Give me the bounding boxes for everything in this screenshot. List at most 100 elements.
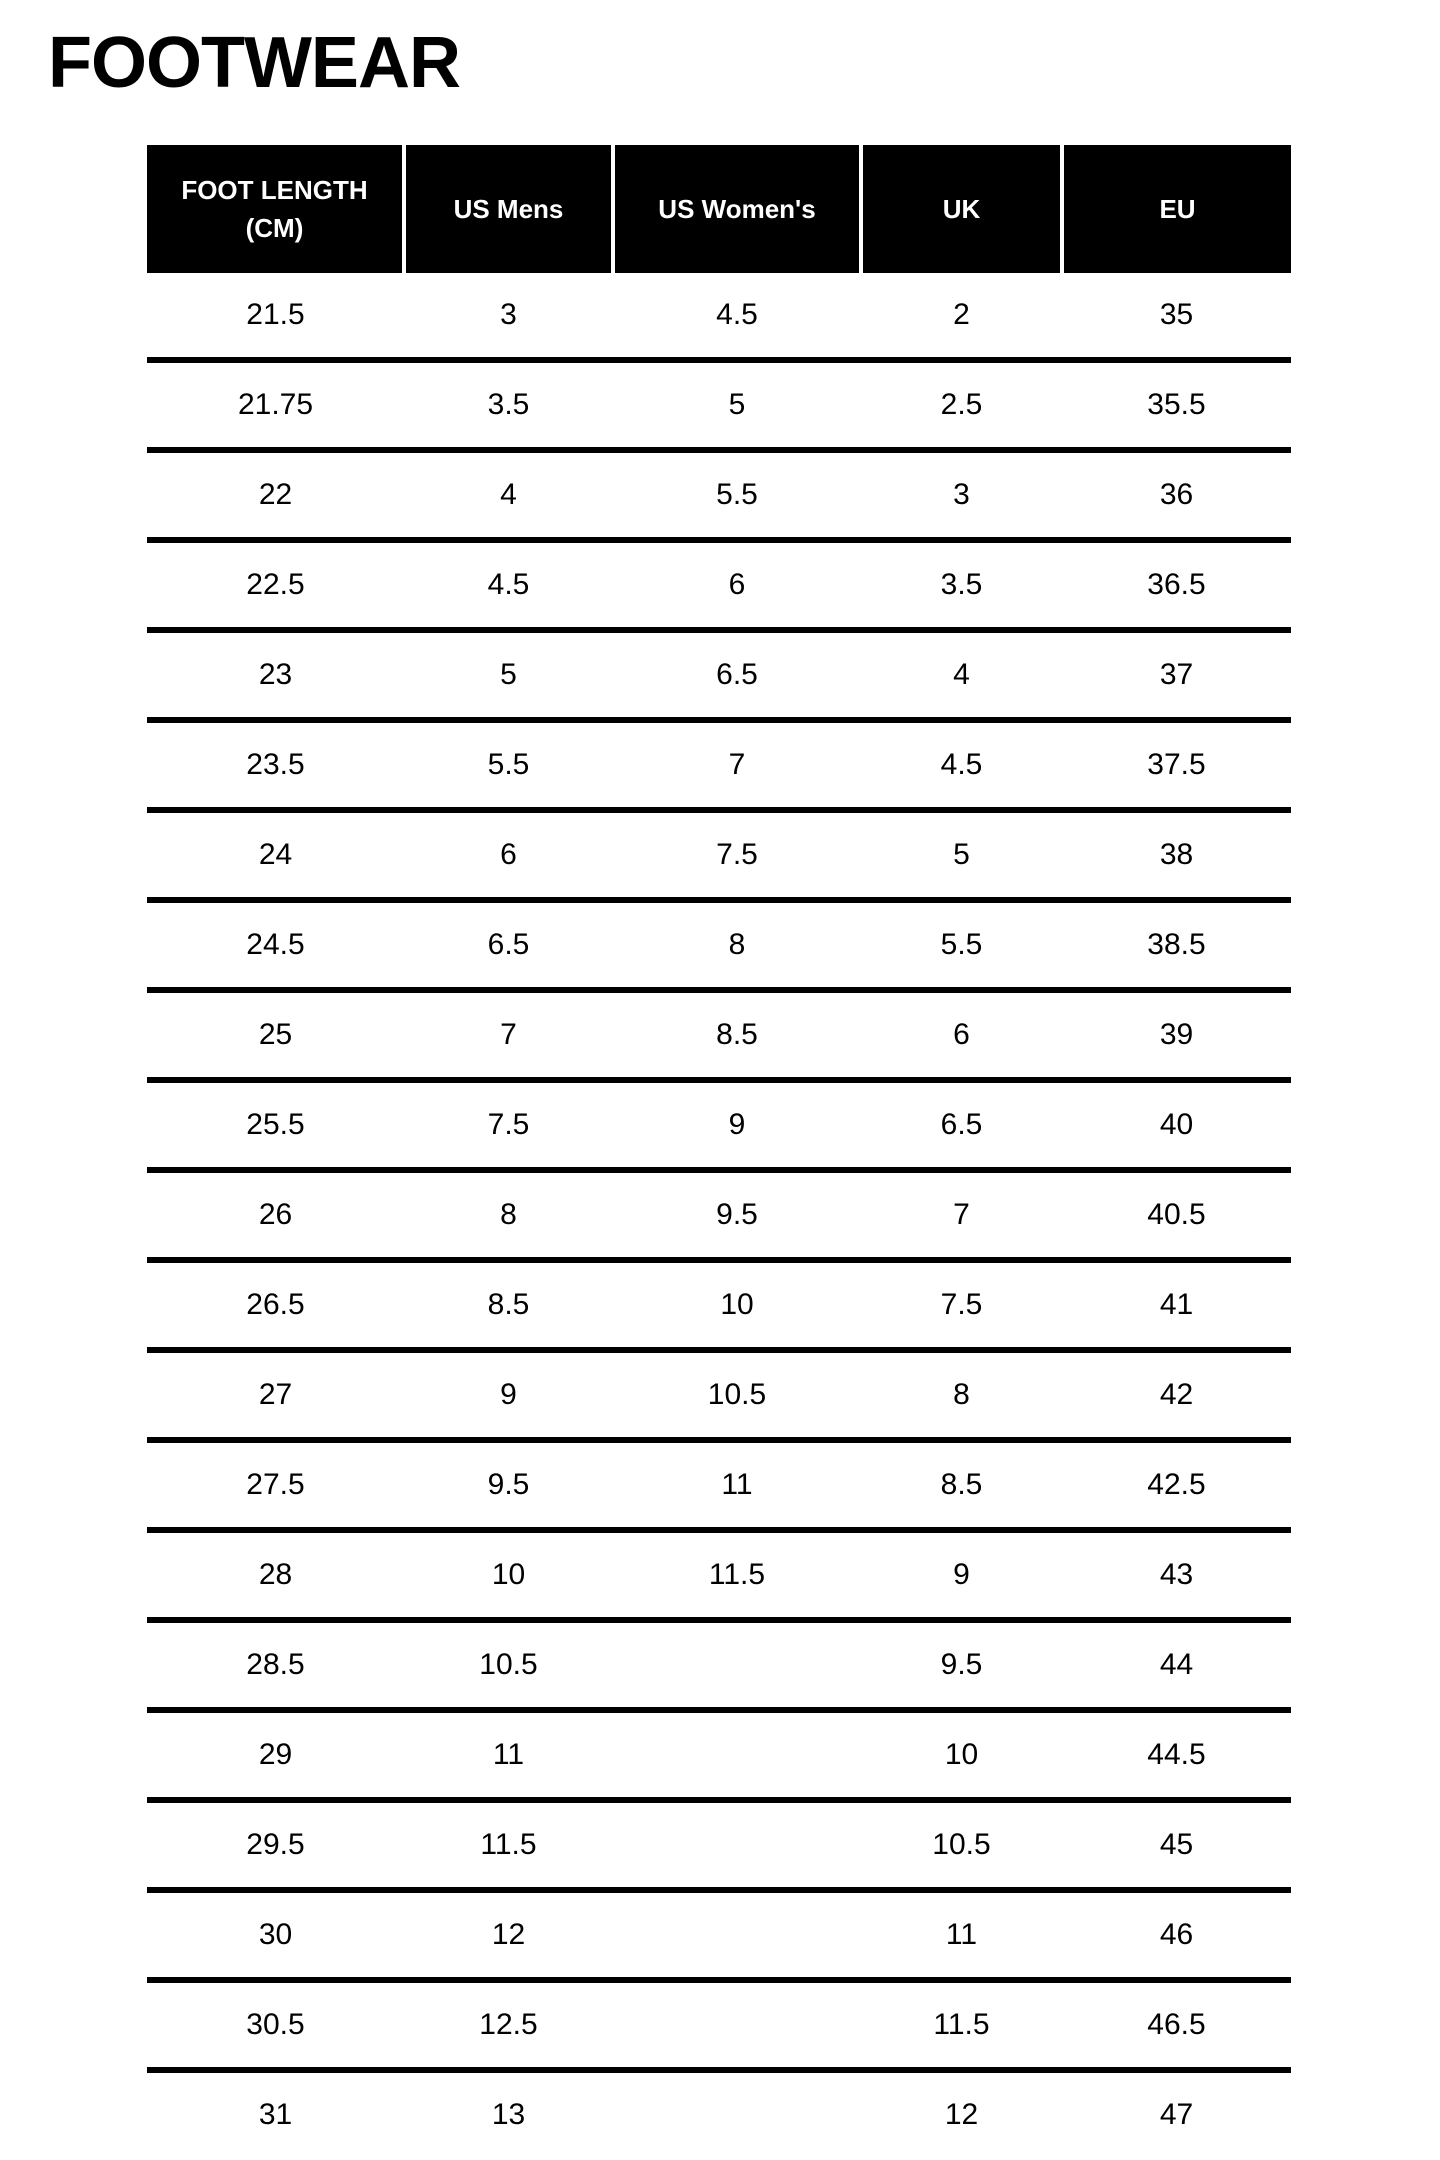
table-cell: 46 (1062, 1890, 1291, 1983)
table-row: 27.5 9.5 11 8.5 42.5 (147, 1440, 1291, 1533)
table-row: 21.75 3.5 5 2.5 35.5 (147, 360, 1291, 453)
column-header-eu: EU (1062, 145, 1291, 273)
table-cell: 7.5 (861, 1260, 1062, 1353)
table-cell: 10 (404, 1530, 613, 1623)
table-cell: 11 (613, 1440, 861, 1533)
table-row: 29.5 11.5 10.5 45 (147, 1800, 1291, 1893)
table-cell: 43 (1062, 1530, 1291, 1623)
table-cell: 23 (147, 630, 404, 723)
page-title: FOOTWEAR (48, 23, 461, 103)
table-cell: 9 (861, 1530, 1062, 1623)
table-cell: 28.5 (147, 1620, 404, 1713)
table-cell: 36.5 (1062, 540, 1291, 633)
table-cell: 5 (861, 810, 1062, 903)
table-cell: 11.5 (404, 1800, 613, 1893)
table-cell: 13 (491, 2098, 526, 2131)
table-cell: 22.5 (147, 540, 404, 633)
table-cell: 44 (1062, 1620, 1291, 1713)
table-cell: 4 (404, 450, 613, 543)
table-cell: 2.5 (861, 360, 1062, 453)
table-row: 31 13 12 47 (147, 2070, 1291, 2157)
table-row: 24 6 7.5 5 38 (147, 810, 1291, 903)
table-cell: 25.5 (147, 1080, 404, 1173)
table-cell: 35 (1062, 273, 1291, 363)
table-row: 29 11 10 44.5 (147, 1710, 1291, 1803)
table-cell: 38 (1062, 810, 1291, 903)
table-row: 22 4 5.5 3 36 (147, 450, 1291, 543)
table-cell: 6.5 (613, 630, 861, 723)
table-cell: 9.5 (404, 1440, 613, 1533)
table-cell: 30 (147, 1890, 404, 1983)
table-cell: 25 (147, 990, 404, 1083)
column-header-us-mens: US Mens (404, 145, 615, 273)
table-cell: 12.5 (404, 1980, 613, 2073)
table-cell: 8.5 (861, 1440, 1062, 1533)
table-cell: 47 (1159, 2098, 1194, 2131)
table-row: 28 10 11.5 9 43 (147, 1530, 1291, 1623)
table-cell (613, 1890, 861, 1983)
table-cell: 24.5 (147, 900, 404, 993)
table-cell: 7 (613, 720, 861, 813)
table-cell (613, 1800, 861, 1893)
table-cell: 4.5 (613, 273, 861, 363)
table-cell: 6.5 (861, 1080, 1062, 1173)
table-row: 26.5 8.5 10 7.5 41 (147, 1260, 1291, 1353)
table-cell: 5.5 (861, 900, 1062, 993)
table-cell: 27.5 (147, 1440, 404, 1533)
table-cell: 40.5 (1062, 1170, 1291, 1263)
table-cell: 8.5 (404, 1260, 613, 1353)
column-header-foot-length: FOOT LENGTH (CM) (147, 145, 406, 273)
table-cell: 5 (613, 360, 861, 453)
table-cell: 28 (147, 1530, 404, 1623)
table-cell: 8.5 (613, 990, 861, 1083)
table-cell: 7.5 (613, 810, 861, 903)
table-cell: 2 (861, 273, 1062, 363)
table-cell: 11.5 (861, 1980, 1062, 2073)
table-cell: 23.5 (147, 720, 404, 813)
table-cell: 42 (1062, 1350, 1291, 1443)
table-cell: 46.5 (1062, 1980, 1291, 2073)
table-cell: 6 (613, 540, 861, 633)
table-cell: 37 (1062, 630, 1291, 723)
table-row: 24.5 6.5 8 5.5 38.5 (147, 900, 1291, 993)
table-cell: 26 (147, 1170, 404, 1263)
table-cell: 12 (404, 1890, 613, 1983)
table-cell: 21.75 (147, 360, 404, 453)
table-cell: 10.5 (613, 1350, 861, 1443)
table-cell: 24 (147, 810, 404, 903)
table-cell: 37.5 (1062, 720, 1291, 813)
table-cell: 10.5 (404, 1620, 613, 1713)
table-cell: 7 (404, 990, 613, 1083)
table-cell: 6 (861, 990, 1062, 1083)
table-cell: 21.5 (147, 273, 404, 363)
table-cell: 12 (944, 2098, 979, 2131)
table-cell: 22 (147, 450, 404, 543)
table-cell: 3.5 (404, 360, 613, 453)
table-row: 30 12 11 46 (147, 1890, 1291, 1983)
table-row: 30.5 12.5 11.5 46.5 (147, 1980, 1291, 2073)
column-header-us-womens: US Women's (613, 145, 863, 273)
table-cell: 9 (613, 1080, 861, 1173)
table-cell: 6.5 (404, 900, 613, 993)
header-row: FOOT LENGTH (CM) US Mens US Women's UK E… (147, 145, 1291, 273)
table-cell: 27 (147, 1350, 404, 1443)
table-cell: 10 (613, 1260, 861, 1353)
table-cell: 9 (404, 1350, 613, 1443)
table-cell: 5 (404, 630, 613, 723)
table-cell: 8 (613, 900, 861, 993)
table-cell: 45 (1062, 1800, 1291, 1893)
table-cell: 38.5 (1062, 900, 1291, 993)
table-cell: 41 (1062, 1260, 1291, 1353)
table-cell: 4.5 (861, 720, 1062, 813)
table-cell: 5.5 (404, 720, 613, 813)
table-row: 21.5 3 4.5 2 35 (147, 273, 1291, 363)
table-cell: 6 (404, 810, 613, 903)
table-cell: 29.5 (147, 1800, 404, 1893)
table-cell: 3 (404, 273, 613, 363)
table-cell: 4.5 (404, 540, 613, 633)
table-row: 23 5 6.5 4 37 (147, 630, 1291, 723)
table-cell: 10 (861, 1710, 1062, 1803)
table-cell: 3.5 (861, 540, 1062, 633)
table-cell: 3 (861, 450, 1062, 543)
